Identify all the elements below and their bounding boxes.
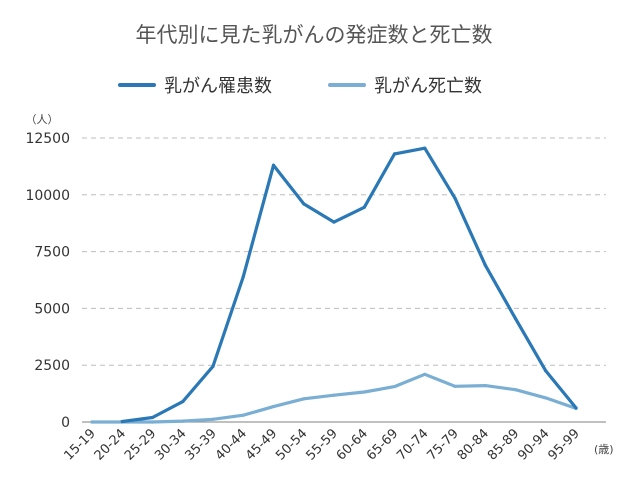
data-point <box>483 263 487 267</box>
y-tick-label: 0 <box>61 415 70 431</box>
x-tick-label: 95-99 <box>546 426 583 463</box>
x-tick-label: 90-94 <box>515 426 552 463</box>
x-tick-label: 55-59 <box>304 426 341 463</box>
y-axis-ticks: 0 2500 5000 7500 10000 12500 <box>25 131 70 431</box>
legend-label: 乳がん罹患数 <box>164 76 272 97</box>
x-tick-label: 50-54 <box>273 426 310 463</box>
data-point <box>332 393 336 397</box>
y-tick-label: 5000 <box>34 301 70 317</box>
x-tick-label: 25-29 <box>122 426 159 463</box>
data-point <box>483 384 487 388</box>
data-point <box>544 369 548 373</box>
data-point <box>271 163 276 167</box>
data-point <box>302 202 306 206</box>
x-tick-label: 65-69 <box>364 426 401 463</box>
data-point <box>302 397 306 401</box>
data-point <box>211 364 215 368</box>
series-line-1 <box>90 372 578 424</box>
y-axis-unit-label: （人） <box>26 113 59 126</box>
x-tick-label: 30-34 <box>152 426 189 463</box>
data-point <box>362 205 366 209</box>
data-point <box>423 146 427 150</box>
series-line-0 <box>120 146 578 424</box>
data-point <box>513 317 518 321</box>
x-tick-label: 35-39 <box>183 426 220 463</box>
data-point <box>574 406 578 410</box>
chart-title: 年代別に見た乳がんの発症数と死亡数 <box>136 23 493 47</box>
x-tick-label: 45-49 <box>243 426 280 463</box>
data-point <box>453 196 457 200</box>
data-point <box>90 420 94 424</box>
x-tick-label: 70-74 <box>394 426 431 463</box>
x-tick-label: 75-79 <box>425 426 462 463</box>
data-point <box>392 152 397 156</box>
legend-label: 乳がん死亡数 <box>374 76 482 97</box>
gridlines <box>82 137 606 366</box>
x-tick-label: 80-84 <box>455 426 492 463</box>
data-point <box>392 384 397 389</box>
x-tick-label: 15-19 <box>62 426 99 463</box>
legend: 乳がん罹患数 乳がん死亡数 <box>118 76 482 97</box>
data-point <box>181 399 185 404</box>
data-point <box>150 420 155 424</box>
data-point <box>332 220 336 224</box>
x-axis-ticks: 15-1920-2425-2930-3435-3940-4445-4950-54… <box>62 426 583 463</box>
y-tick-label: 10000 <box>25 188 70 204</box>
data-point <box>150 415 155 420</box>
x-tick-label: 40-44 <box>213 426 250 463</box>
x-tick-label: 60-64 <box>334 426 371 463</box>
data-point <box>241 274 245 279</box>
x-tick-label: 20-24 <box>92 426 129 463</box>
data-point <box>241 413 245 417</box>
data-point <box>453 384 457 388</box>
data-point <box>544 396 548 400</box>
data-point <box>423 372 427 376</box>
x-tick-label: 85-89 <box>485 426 522 463</box>
y-tick-label: 12500 <box>25 131 70 147</box>
data-point <box>181 419 185 423</box>
y-tick-label: 2500 <box>34 358 70 374</box>
series-lines <box>90 146 578 424</box>
y-tick-label: 7500 <box>34 245 70 261</box>
data-point <box>362 390 366 394</box>
data-point <box>120 419 124 424</box>
x-axis-unit-label: (歳) <box>594 443 614 456</box>
data-point <box>271 404 276 409</box>
data-point <box>513 388 518 392</box>
data-point <box>211 417 215 421</box>
